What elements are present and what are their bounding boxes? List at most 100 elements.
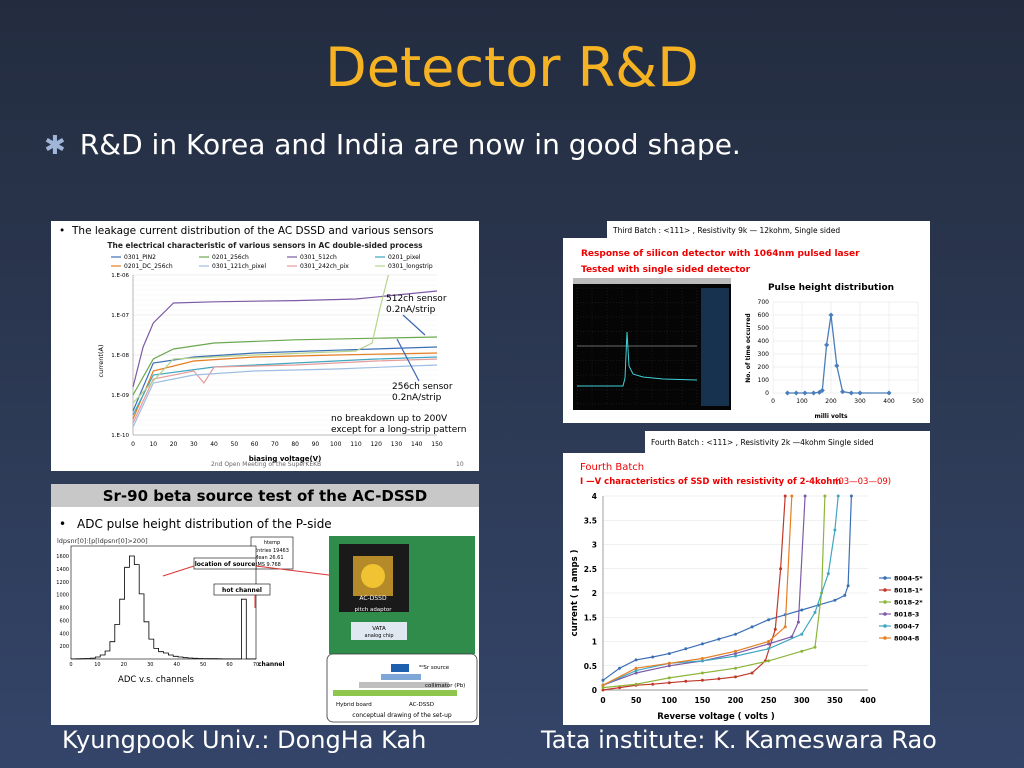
iv-point xyxy=(651,682,655,686)
x-tick-label: 350 xyxy=(827,696,843,705)
y-tick-label: 3.5 xyxy=(584,516,597,525)
iv-point xyxy=(734,649,737,653)
iv-point xyxy=(734,666,737,670)
iv-axes: 4 3.5 3 2.5 2 1.5 1 0.5 00 50 100 150 200 250 300 350 40… xyxy=(584,492,876,705)
fourth-batch-title: Fourth Batch xyxy=(580,462,644,473)
x-tick-label: 40 xyxy=(174,662,180,668)
leakage-curve xyxy=(132,274,389,404)
detector-layer xyxy=(359,682,449,688)
legend-entry: 0201_256ch xyxy=(212,254,249,261)
y-tick-label: 0 xyxy=(765,390,769,397)
leakage-ylabel: current(A) xyxy=(97,345,105,378)
location-label-box xyxy=(193,557,257,570)
leakage-page-number: 10 xyxy=(456,461,464,468)
y-tick-label: 1.E-06 xyxy=(111,273,129,279)
y-tick-label: 2 xyxy=(592,589,597,598)
iv-point xyxy=(601,686,605,690)
x-tick-label: 50 xyxy=(200,662,206,668)
iv-point xyxy=(634,671,638,675)
x-tick-label: 0 xyxy=(131,441,135,448)
x-tick-label: 300 xyxy=(854,398,866,405)
leakage-current-panel: • The leakage current distribution of th… xyxy=(51,221,479,471)
x-tick-label: 0 xyxy=(600,696,605,705)
oscilloscope-trace xyxy=(577,331,698,387)
x-tick-label: 400 xyxy=(883,398,895,405)
iv-point xyxy=(779,567,783,571)
pulse-height-panel: Response of silicon detector with 1064nm… xyxy=(563,238,930,423)
y-tick-label: 1400 xyxy=(56,567,69,573)
photo-label-acdssd: AC-DSSD xyxy=(359,595,387,602)
leakage-subtitle: The electrical characteristic of various… xyxy=(107,241,423,250)
iv-title: I —V characteristics of SSD with resisti… xyxy=(580,477,841,487)
iv-point xyxy=(734,654,737,658)
iv-point xyxy=(783,625,787,629)
x-tick-label: 40 xyxy=(210,441,218,448)
legend-entry: 0301_121ch_pixel xyxy=(212,263,266,270)
y-tick-label: 800 xyxy=(59,606,69,612)
iv-point xyxy=(717,677,721,681)
leakage-curve xyxy=(132,352,438,420)
y-tick-label: 1.E-10 xyxy=(111,433,129,439)
x-tick-label: 300 xyxy=(794,696,810,705)
iv-point xyxy=(773,627,777,631)
legend-marker xyxy=(883,588,887,592)
iv-point xyxy=(790,494,794,498)
x-tick-label: 100 xyxy=(661,696,677,705)
x-tick-label: 140 xyxy=(411,441,423,448)
pulse-ylabel: No. of time occurred xyxy=(745,313,752,382)
iv-point xyxy=(684,679,688,683)
legend-entry: 8004-5* xyxy=(894,575,923,583)
iv-point xyxy=(790,635,794,639)
photo-label-vata: VATA xyxy=(372,626,386,632)
legend-entry: 0201_DC_256ch xyxy=(124,263,173,270)
iv-point xyxy=(717,637,721,641)
bullet-dot: • xyxy=(59,517,66,531)
iv-point xyxy=(826,572,830,576)
x-tick-label: 500 xyxy=(912,398,924,405)
annotation-256ch-rate: 0.2nA/strip xyxy=(392,393,442,403)
legend-entry: 0201_pixel xyxy=(388,254,421,261)
photo-label-pitch: pitch adaptor xyxy=(355,607,393,613)
annotation-512ch: 512ch sensor xyxy=(386,294,447,304)
diag-caption: conceptual drawing of the set-up xyxy=(352,712,452,719)
y-tick-label: 1600 xyxy=(56,554,69,560)
leakage-curve xyxy=(132,358,438,424)
annotation-512ch-rate: 0.2nA/strip xyxy=(386,305,436,315)
laser-test-title: Tested with single sided detector xyxy=(581,265,751,275)
source-spot xyxy=(361,564,385,588)
third-batch-text: Third Batch : <111> , Resistivity 9k — 1… xyxy=(612,226,840,235)
x-tick-label: 80 xyxy=(291,441,299,448)
leakage-curves xyxy=(132,274,438,428)
fourth-batch-text: Fourth Batch : <111> , Resistivity 2k —4… xyxy=(651,438,874,447)
iv-point xyxy=(601,678,605,682)
y-tick-label: 200 xyxy=(59,644,69,650)
x-tick-label: 150 xyxy=(431,441,443,448)
hot-channel-box xyxy=(213,583,271,596)
y-tick-label: 1.5 xyxy=(584,613,597,622)
iv-point xyxy=(813,645,817,649)
y-tick-label: 2.5 xyxy=(584,565,597,574)
y-tick-label: 1000 xyxy=(56,593,69,599)
y-tick-label: 300 xyxy=(758,351,770,358)
legend-marker xyxy=(883,636,887,640)
x-tick-label: 50 xyxy=(231,441,239,448)
hist-title: ldpsnr[0]:[p[ldpsnr[0]>200] xyxy=(57,537,148,545)
laser-response-title: Response of silicon detector with 1064nm… xyxy=(581,249,860,259)
pulse-point xyxy=(834,363,840,369)
legend-marker xyxy=(883,612,887,616)
iv-point xyxy=(700,657,704,660)
stats-name: htemp xyxy=(264,540,280,546)
x-tick-label: 70 xyxy=(271,441,279,448)
iv-point xyxy=(803,494,807,498)
pulse-point xyxy=(857,390,863,396)
iv-point xyxy=(700,678,704,682)
leakage-header: The leakage current distribution of the … xyxy=(71,225,434,237)
x-tick-label: 20 xyxy=(121,662,127,668)
legend-marker xyxy=(883,624,887,628)
sr90-bullet: ADC pulse height distribution of the P-s… xyxy=(77,517,332,531)
legend-entry: 8018-2* xyxy=(894,599,923,607)
y-tick-label: 0 xyxy=(592,686,597,695)
leakage-curve xyxy=(132,364,438,428)
iv-point xyxy=(667,664,671,668)
pulse-point xyxy=(811,390,817,396)
